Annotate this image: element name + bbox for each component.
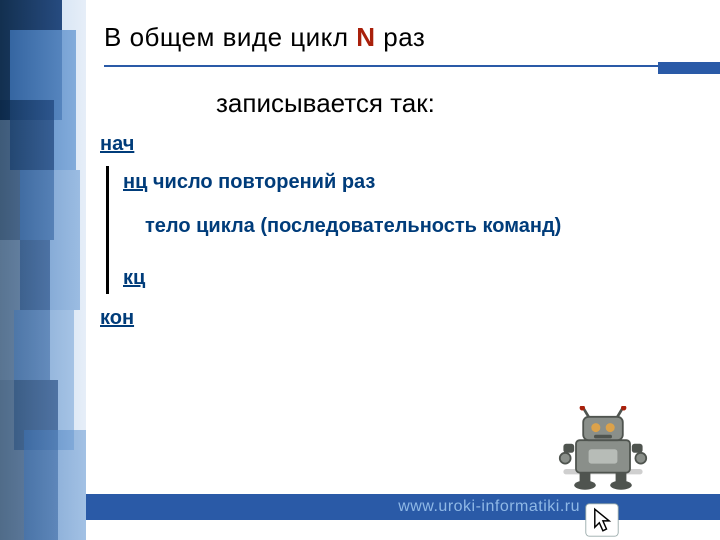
footer-link: www.uroki-informatiki.ru <box>398 498 580 516</box>
nts-rest: число повторений раз <box>147 171 375 193</box>
kw-nts: нц <box>123 171 147 193</box>
robot-icon <box>558 406 648 496</box>
title-line-2: записывается так: <box>104 88 700 119</box>
title-n: N <box>356 22 375 52</box>
kw-kts: кц <box>123 267 145 289</box>
kw-nach: нач <box>100 133 134 155</box>
title-post: раз <box>376 22 426 52</box>
code-block: нач нц число повторений раз тело цикла (… <box>100 132 680 330</box>
inner-block: нц число повторений раз тело цикла (посл… <box>106 166 680 294</box>
side-decoration <box>0 0 86 540</box>
title-rule <box>104 62 720 76</box>
loop-body: тело цикла (последовательность команд) <box>123 214 680 238</box>
cursor-icon <box>584 502 620 538</box>
kw-kon: кон <box>100 307 134 329</box>
title-line-1: В общем виде цикл N раз <box>104 22 700 53</box>
title-pre: В общем виде цикл <box>104 22 356 52</box>
